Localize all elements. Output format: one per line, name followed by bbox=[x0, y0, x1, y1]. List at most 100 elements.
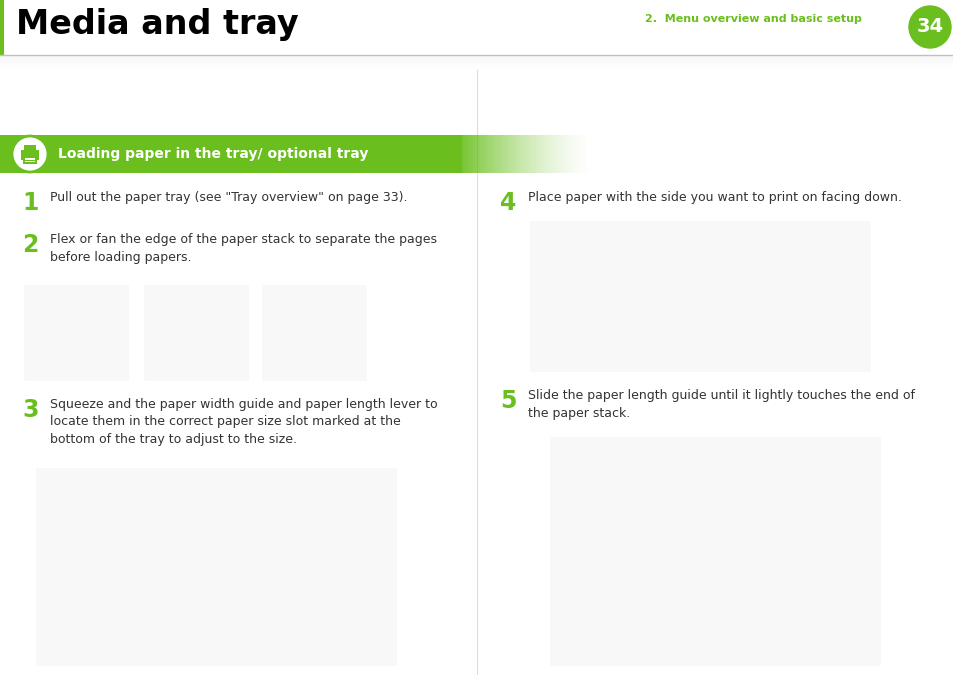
Bar bbox=[589, 135, 592, 173]
Bar bbox=[25, 161, 35, 162]
Bar bbox=[584, 135, 587, 173]
Bar bbox=[473, 135, 475, 173]
Bar bbox=[550, 437, 879, 665]
Bar bbox=[568, 135, 571, 173]
Bar bbox=[529, 135, 531, 173]
Bar bbox=[458, 135, 461, 173]
Text: Loading paper in the tray/ optional tray: Loading paper in the tray/ optional tray bbox=[58, 147, 368, 161]
Bar bbox=[0, 135, 461, 173]
Bar bbox=[470, 135, 473, 173]
Bar bbox=[554, 135, 557, 173]
Bar bbox=[21, 150, 39, 160]
Circle shape bbox=[908, 6, 950, 48]
Bar bbox=[0, 57, 953, 58]
Bar bbox=[545, 135, 547, 173]
Text: 5: 5 bbox=[499, 389, 516, 413]
Bar bbox=[503, 135, 505, 173]
Bar bbox=[587, 135, 589, 173]
Bar bbox=[0, 61, 953, 62]
Bar bbox=[0, 56, 953, 57]
Bar bbox=[0, 63, 953, 64]
Text: Pull out the paper tray (see "Tray overview" on page 33).: Pull out the paper tray (see "Tray overv… bbox=[50, 191, 407, 204]
Bar bbox=[0, 58, 953, 59]
Bar bbox=[468, 135, 470, 173]
Bar bbox=[573, 135, 575, 173]
Bar bbox=[515, 135, 517, 173]
Bar bbox=[262, 285, 366, 380]
Bar bbox=[507, 135, 510, 173]
Bar bbox=[23, 156, 37, 164]
Bar bbox=[579, 135, 582, 173]
Bar bbox=[465, 135, 468, 173]
Text: 2.  Menu overview and basic setup: 2. Menu overview and basic setup bbox=[644, 14, 861, 24]
Bar bbox=[519, 135, 521, 173]
Bar bbox=[558, 135, 561, 173]
Bar bbox=[463, 135, 465, 173]
Text: Flex or fan the edge of the paper stack to separate the pages
before loading pap: Flex or fan the edge of the paper stack … bbox=[50, 233, 436, 263]
Bar bbox=[524, 135, 526, 173]
Bar bbox=[486, 135, 489, 173]
Bar bbox=[494, 135, 496, 173]
Bar bbox=[456, 135, 458, 173]
Bar bbox=[454, 135, 456, 173]
Bar bbox=[0, 60, 953, 61]
Bar bbox=[489, 135, 491, 173]
Bar bbox=[0, 66, 953, 67]
Bar bbox=[491, 135, 494, 173]
Bar bbox=[578, 135, 579, 173]
Text: 3: 3 bbox=[22, 398, 38, 422]
Bar bbox=[452, 135, 454, 173]
Bar bbox=[0, 68, 953, 69]
Text: 34: 34 bbox=[916, 18, 943, 36]
Circle shape bbox=[12, 136, 48, 172]
Bar bbox=[0, 62, 953, 63]
Text: 1: 1 bbox=[22, 191, 38, 215]
Bar bbox=[479, 135, 482, 173]
Bar bbox=[36, 468, 395, 665]
Bar bbox=[517, 135, 519, 173]
Bar bbox=[0, 67, 953, 68]
Bar bbox=[510, 135, 512, 173]
Bar bbox=[24, 285, 128, 380]
Bar bbox=[533, 135, 536, 173]
Bar bbox=[496, 135, 498, 173]
Bar bbox=[550, 135, 552, 173]
Bar bbox=[461, 135, 463, 173]
Bar bbox=[563, 135, 566, 173]
Bar bbox=[521, 135, 524, 173]
Text: Squeeze and the paper width guide and paper length lever to
locate them in the c: Squeeze and the paper width guide and pa… bbox=[50, 398, 437, 446]
Bar bbox=[477, 135, 479, 173]
Bar bbox=[0, 64, 953, 65]
Bar bbox=[571, 135, 573, 173]
Text: 4: 4 bbox=[499, 191, 516, 215]
Bar bbox=[566, 135, 568, 173]
Bar bbox=[482, 135, 484, 173]
Bar bbox=[561, 135, 563, 173]
Bar bbox=[552, 135, 554, 173]
Bar bbox=[536, 135, 537, 173]
Bar bbox=[526, 135, 529, 173]
Bar bbox=[0, 65, 953, 66]
Text: Media and tray: Media and tray bbox=[16, 8, 298, 41]
Bar bbox=[484, 135, 486, 173]
Bar bbox=[500, 135, 503, 173]
Text: Slide the paper length guide until it lightly touches the end of
the paper stack: Slide the paper length guide until it li… bbox=[527, 389, 914, 419]
Bar bbox=[0, 55, 953, 56]
Bar bbox=[531, 135, 533, 173]
Text: 2: 2 bbox=[22, 233, 38, 257]
Bar bbox=[475, 135, 477, 173]
Bar bbox=[144, 285, 248, 380]
Bar bbox=[512, 135, 515, 173]
Bar bbox=[537, 135, 540, 173]
Bar bbox=[25, 158, 35, 160]
Bar bbox=[540, 135, 542, 173]
Bar bbox=[530, 221, 869, 371]
Bar bbox=[542, 135, 545, 173]
Bar bbox=[547, 135, 550, 173]
Bar bbox=[498, 135, 500, 173]
Bar bbox=[557, 135, 558, 173]
Bar bbox=[0, 59, 953, 60]
Bar bbox=[582, 135, 584, 173]
Bar bbox=[575, 135, 578, 173]
Bar bbox=[24, 145, 36, 152]
